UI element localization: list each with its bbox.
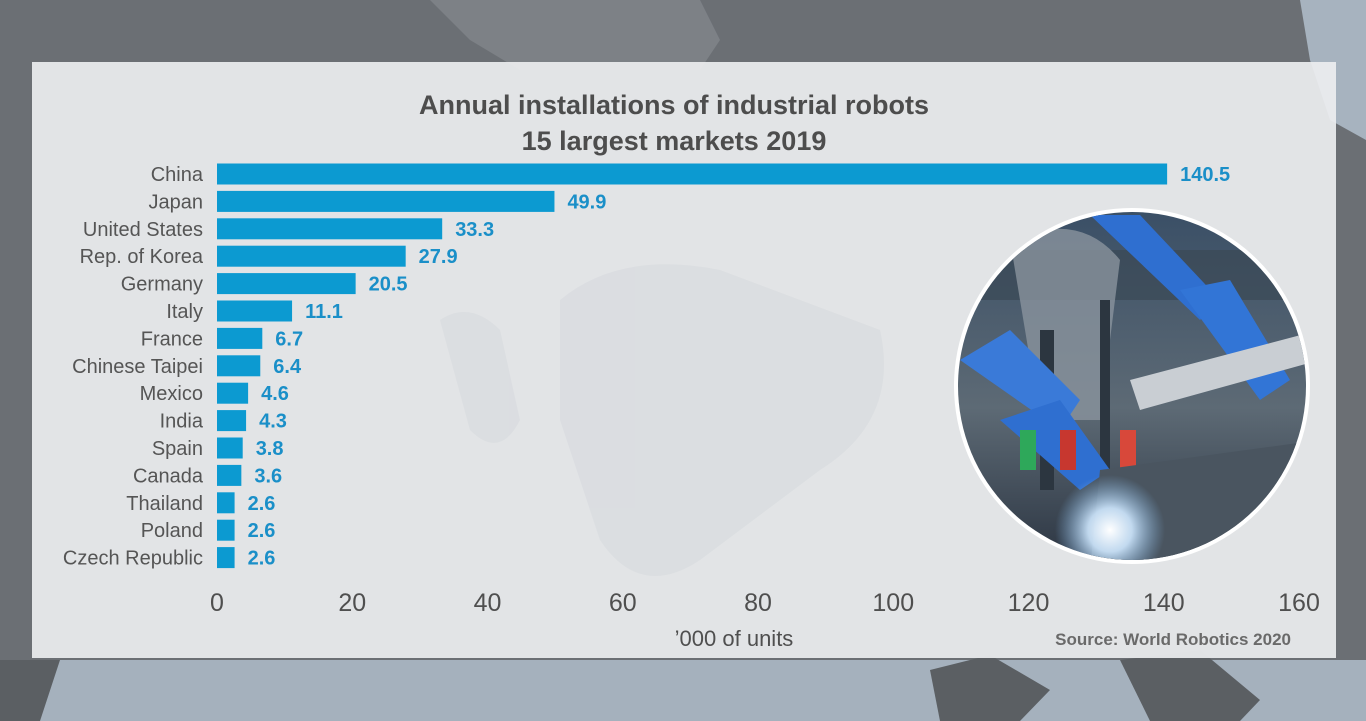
- value-label: 3.8: [256, 438, 284, 460]
- category-label: Japan: [149, 191, 204, 213]
- category-label: France: [141, 328, 203, 350]
- chart-title-line-2: 15 largest markets 2019: [522, 126, 827, 156]
- bar-france: [217, 327, 263, 349]
- bar-china: [217, 163, 1168, 185]
- x-tick-label: 100: [872, 589, 914, 617]
- x-tick-label: 40: [474, 589, 502, 617]
- bar-india: [217, 410, 247, 432]
- x-tick-label: 120: [1008, 589, 1050, 617]
- category-label: India: [160, 411, 204, 433]
- value-label: 2.6: [248, 548, 276, 570]
- category-label: Czech Republic: [63, 548, 203, 570]
- value-label: 2.6: [248, 493, 276, 515]
- value-label: 20.5: [369, 274, 408, 296]
- x-tick-label: 80: [744, 589, 772, 617]
- value-label: 33.3: [455, 219, 494, 241]
- value-label: 27.9: [419, 246, 458, 268]
- bar-japan: [217, 190, 555, 212]
- category-label: Canada: [133, 465, 204, 487]
- panel-map-decoration: [440, 264, 884, 576]
- value-label: 2.6: [248, 520, 276, 542]
- x-tick-label: 160: [1278, 589, 1320, 617]
- value-label: 3.6: [254, 465, 282, 487]
- value-label: 49.9: [567, 191, 606, 213]
- x-tick-label: 140: [1143, 589, 1185, 617]
- x-tick-label: 20: [338, 589, 366, 617]
- category-label: Italy: [166, 301, 203, 323]
- bar-canada: [217, 464, 242, 486]
- bar-thailand: [217, 492, 235, 514]
- category-label: China: [151, 164, 204, 186]
- x-tick-label: 0: [210, 589, 224, 617]
- category-label: Chinese Taipei: [72, 356, 203, 378]
- x-tick-label: 60: [609, 589, 637, 617]
- value-label: 4.6: [261, 383, 289, 405]
- bar-germany: [217, 273, 356, 295]
- bar-spain: [217, 437, 243, 459]
- bar-italy: [217, 300, 293, 322]
- value-label: 6.7: [275, 328, 303, 350]
- source-note: Source: World Robotics 2020: [1055, 630, 1291, 649]
- value-label: 4.3: [259, 411, 287, 433]
- value-label: 11.1: [305, 301, 343, 323]
- category-label: Rep. of Korea: [80, 246, 204, 268]
- category-label: United States: [83, 219, 203, 241]
- category-label: Spain: [152, 438, 203, 460]
- value-label: 140.5: [1180, 164, 1230, 186]
- chart-title-line-1: Annual installations of industrial robot…: [419, 90, 929, 120]
- category-label: Germany: [121, 274, 203, 296]
- bar-poland: [217, 519, 235, 541]
- industrial-robot-welding-photo: [954, 208, 1310, 564]
- bar-mexico: [217, 382, 249, 404]
- category-label: Poland: [141, 520, 203, 542]
- bar-czech-republic: [217, 547, 235, 569]
- x-axis-label: ’000 of units: [675, 626, 794, 651]
- bar-rep-of-korea: [217, 245, 406, 267]
- category-label: Mexico: [140, 383, 203, 405]
- category-label: Thailand: [126, 493, 203, 515]
- bar-united-states: [217, 218, 443, 240]
- bar-chinese-taipei: [217, 355, 261, 377]
- value-label: 6.4: [273, 356, 302, 378]
